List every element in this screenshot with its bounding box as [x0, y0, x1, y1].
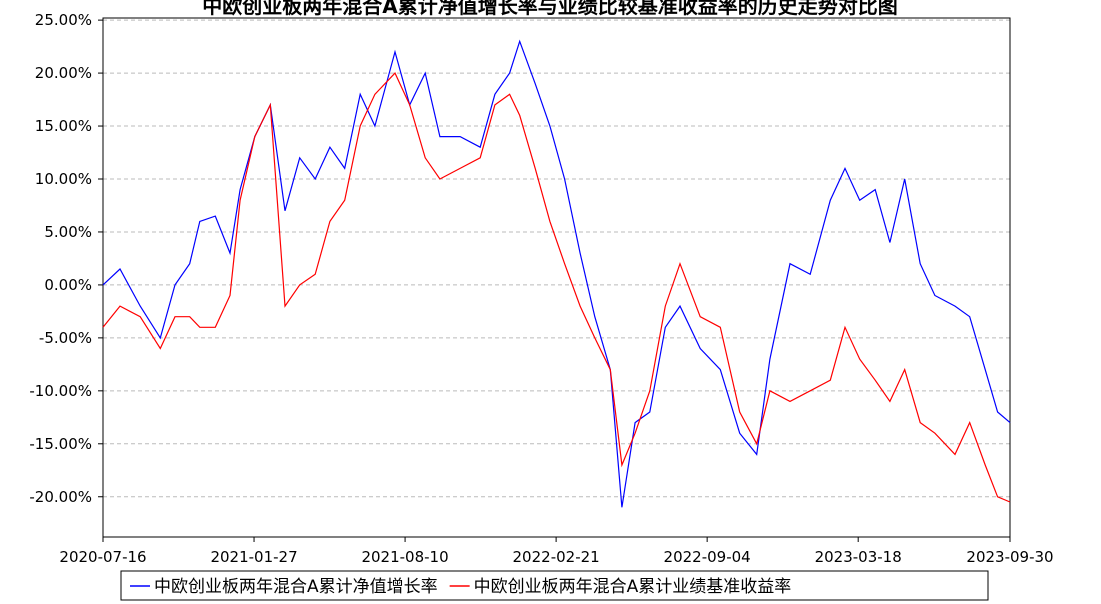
y-tick-label: 20.00% — [35, 64, 92, 82]
chart-title: 中欧创业板两年混合A累计净值增长率与业绩比较基准收益率的历史走势对比图 — [202, 0, 897, 18]
series-line — [102, 72, 1011, 503]
series-line — [102, 39, 1011, 508]
y-tick-label: -20.00% — [29, 488, 92, 506]
legend-box — [120, 570, 989, 601]
x-tick-label: 2021-08-10 — [361, 548, 448, 566]
y-tick-label: 10.00% — [35, 170, 92, 188]
y-tick-label: 25.00% — [35, 11, 92, 29]
y-tick-label: -5.00% — [39, 329, 92, 347]
y-tick-label: -10.00% — [29, 382, 92, 400]
x-tick-label: 2023-03-18 — [815, 548, 902, 566]
y-tick-label: 15.00% — [35, 117, 92, 135]
y-tick-label: 0.00% — [44, 276, 92, 294]
x-tick-label: 2022-02-21 — [513, 548, 600, 566]
legend-label: 中欧创业板两年混合A累计净值增长率 — [154, 577, 438, 597]
plot-frame — [102, 17, 1011, 538]
x-tick-label: 2020-07-16 — [59, 548, 146, 566]
x-tick-label: 2021-01-27 — [210, 548, 297, 566]
y-tick-label: -15.00% — [29, 435, 92, 453]
x-tick-label: 2022-09-04 — [664, 548, 751, 566]
x-tick-label: 2023-09-30 — [966, 548, 1053, 566]
legend-label: 中欧创业板两年混合A累计业绩基准收益率 — [474, 577, 792, 597]
y-tick-label: 5.00% — [44, 223, 92, 241]
